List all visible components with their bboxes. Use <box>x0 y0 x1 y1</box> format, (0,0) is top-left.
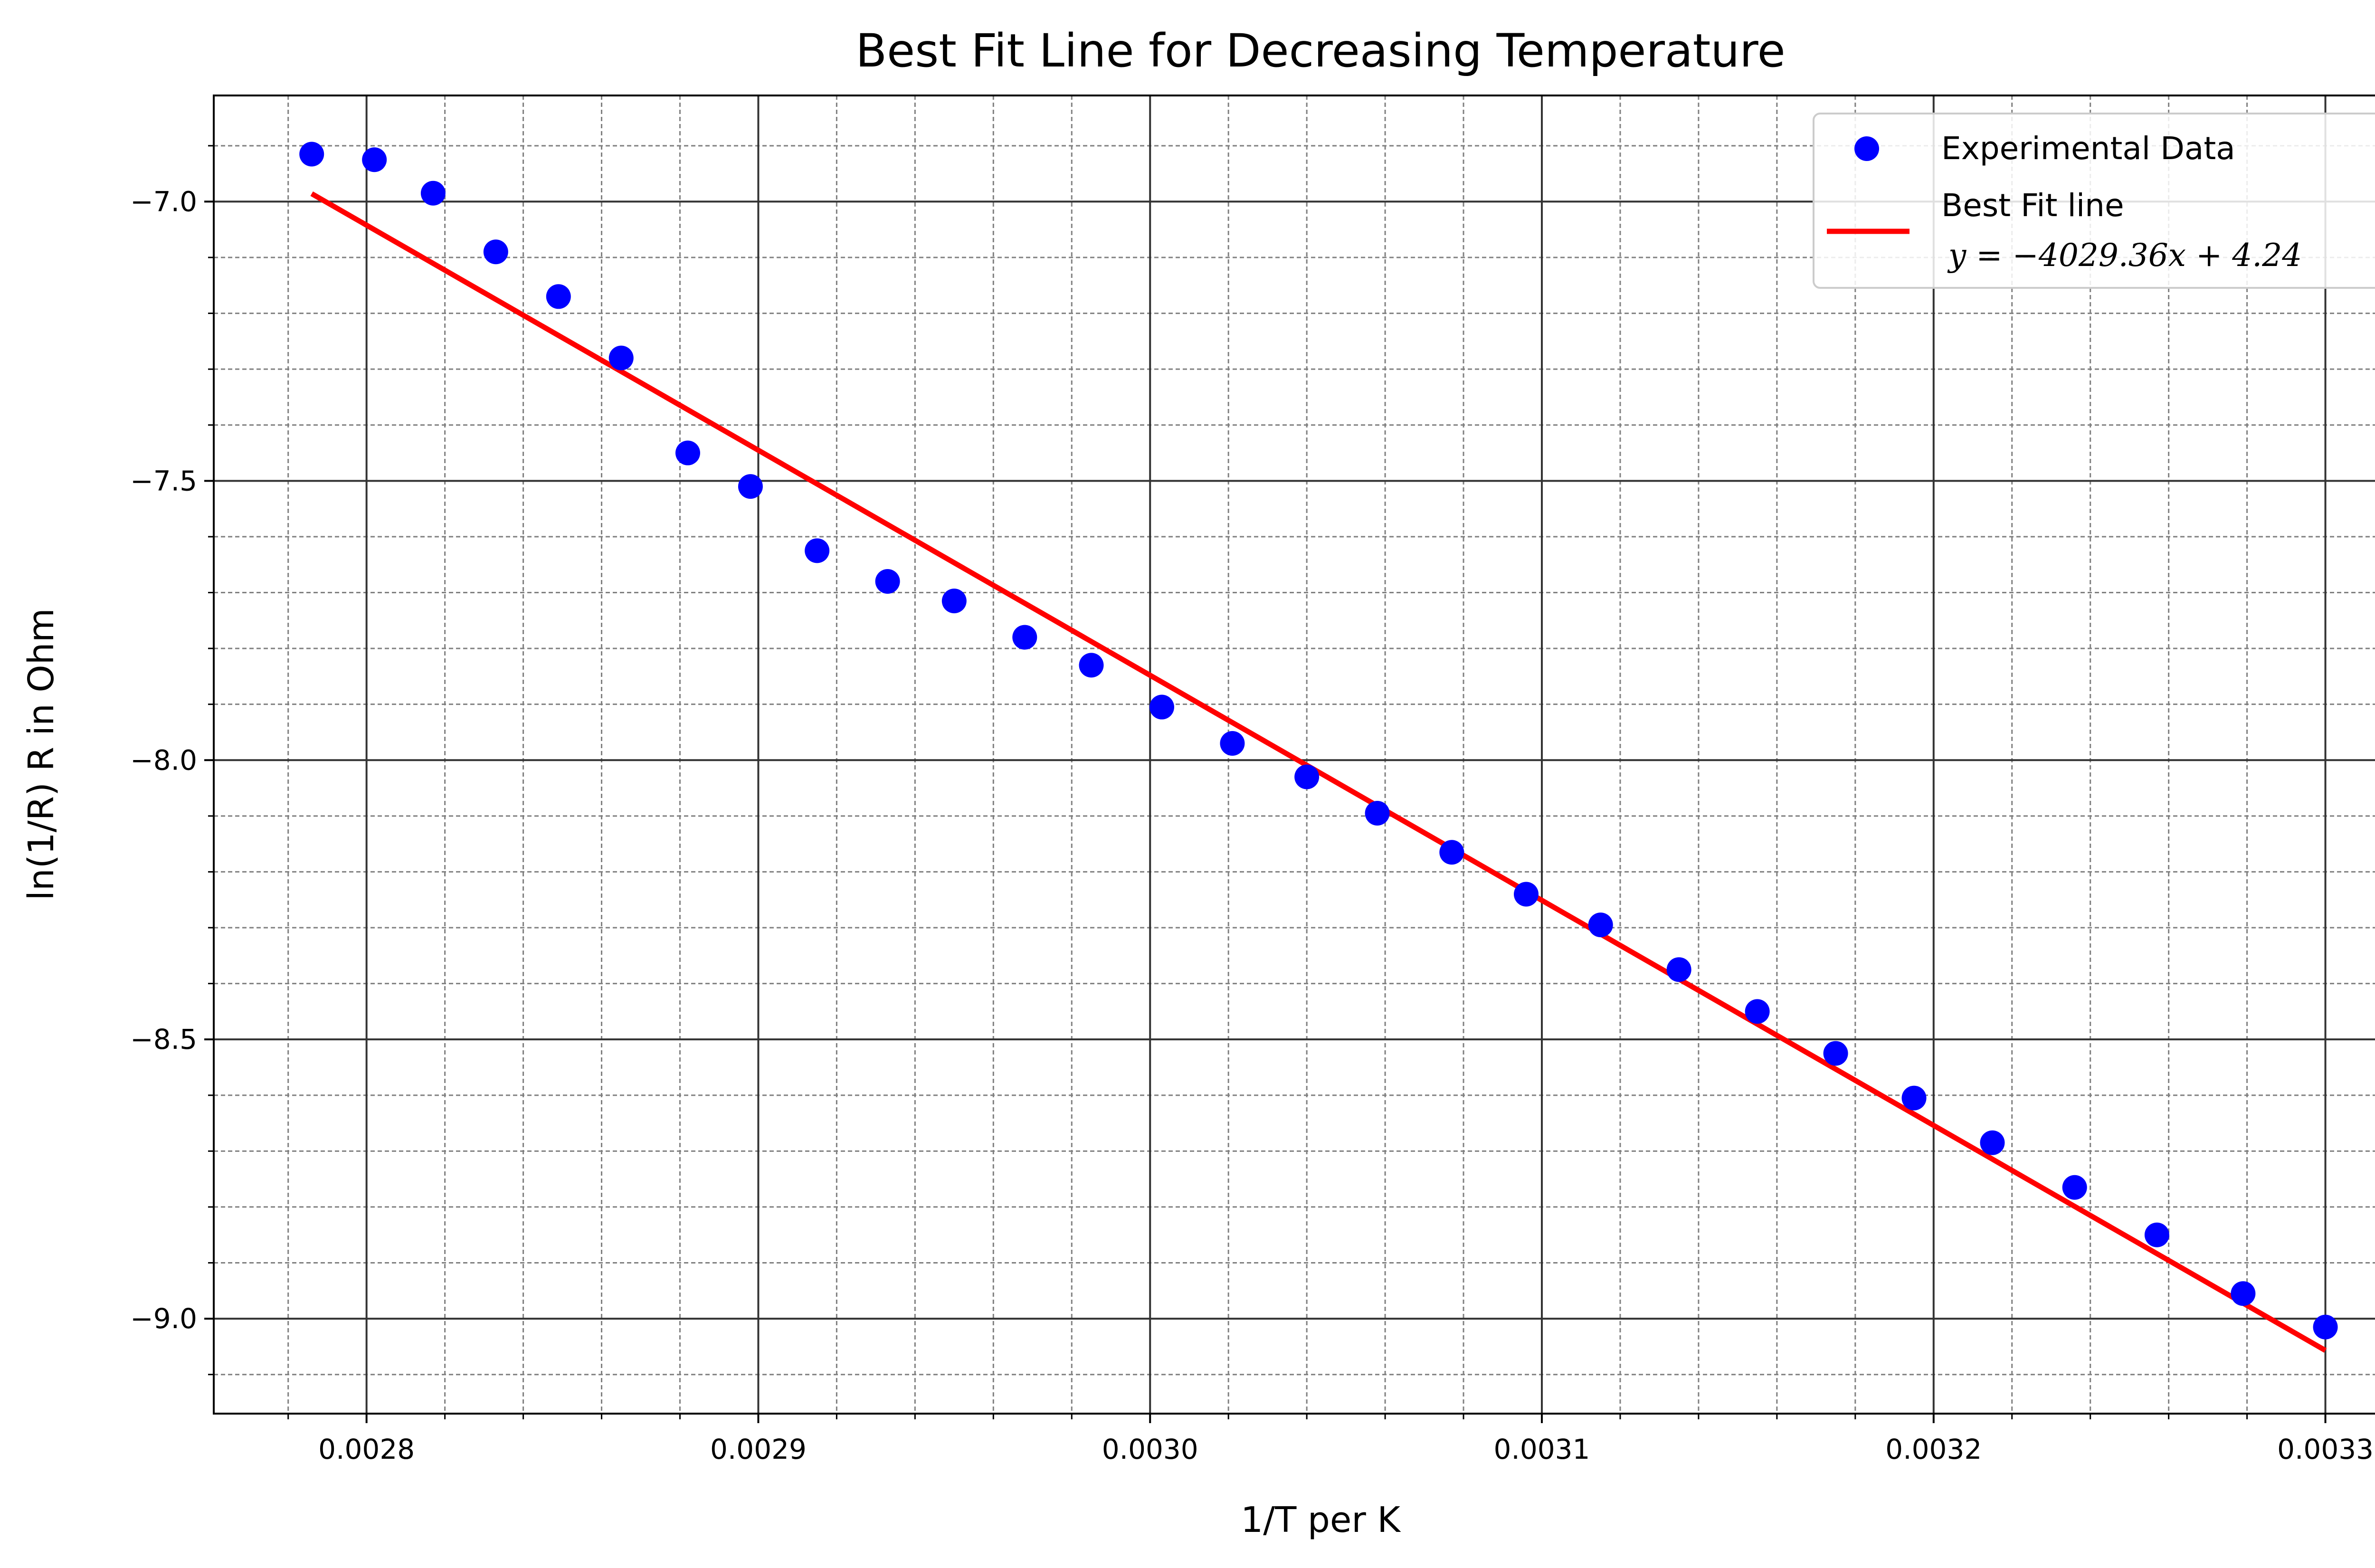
x-tick-label: 0.0030 <box>1102 1433 1198 1465</box>
data-point <box>875 569 900 594</box>
legend-marker-experimental-data <box>1854 136 1879 161</box>
data-point <box>2231 1281 2256 1306</box>
data-point <box>1439 840 1464 865</box>
legend-equation: y = −4029.36x + 4.24 <box>1947 237 2302 274</box>
y-tick-label: −8.5 <box>130 1023 197 1055</box>
legend-box <box>1813 113 2375 289</box>
data-point <box>1149 694 1174 720</box>
data-point <box>2313 1314 2338 1340</box>
x-axis-label: 1/T per K <box>1241 1500 1401 1540</box>
data-point <box>1745 999 1770 1024</box>
data-point <box>1823 1041 1848 1066</box>
data-point <box>1588 912 1613 938</box>
best-fit-line <box>310 191 2327 1353</box>
data-point <box>675 440 700 466</box>
plot-frame <box>213 95 2375 1415</box>
data-point <box>1294 764 1320 789</box>
y-tick-label: −8.0 <box>130 744 197 776</box>
legend: Experimental Data Best Fit line y = −402… <box>1813 113 2375 289</box>
data-point <box>1980 1130 2005 1155</box>
data-point <box>1012 625 1037 650</box>
x-tick-label: 0.0033 <box>2277 1433 2374 1465</box>
data-point <box>546 284 571 309</box>
data-point <box>1079 653 1104 678</box>
data-point <box>2062 1175 2087 1200</box>
data-point <box>1901 1085 1927 1111</box>
x-tick-label: 0.0028 <box>318 1433 415 1465</box>
data-point <box>738 474 763 499</box>
y-tick-label: −9.0 <box>130 1302 197 1335</box>
data-point <box>1514 882 1539 907</box>
fit-line-layer <box>310 191 2327 1353</box>
data-point <box>299 142 324 167</box>
y-axis-label: ln(1/R) R in Ohm <box>21 608 62 900</box>
y-tick-label: −7.5 <box>130 465 197 497</box>
x-tick-label: 0.0031 <box>1494 1433 1590 1465</box>
legend-label-experimental-data: Experimental Data <box>1941 130 2235 167</box>
data-point <box>1220 731 1245 756</box>
major-grid <box>214 95 2375 1414</box>
data-point <box>2144 1222 2169 1247</box>
data-point <box>805 538 830 563</box>
data-point <box>941 589 967 614</box>
data-point <box>362 147 387 172</box>
chart-title: Best Fit Line for Decreasing Temperature <box>855 24 1785 77</box>
data-point <box>1666 957 1691 982</box>
x-tick-label: 0.0032 <box>1885 1433 1982 1465</box>
data-point <box>1365 800 1390 826</box>
data-point <box>483 239 508 265</box>
data-points-layer <box>299 142 2338 1340</box>
x-tick-label: 0.0029 <box>710 1433 807 1465</box>
data-point <box>420 181 446 206</box>
legend-label-best-fit: Best Fit line <box>1941 187 2124 224</box>
y-tick-label: −7.0 <box>130 185 197 218</box>
data-point <box>608 345 634 371</box>
ticks-layer: 0.0028 0.0029 0.0030 0.0031 0.0032 0.0033 −9.0… <box>130 145 2374 1465</box>
